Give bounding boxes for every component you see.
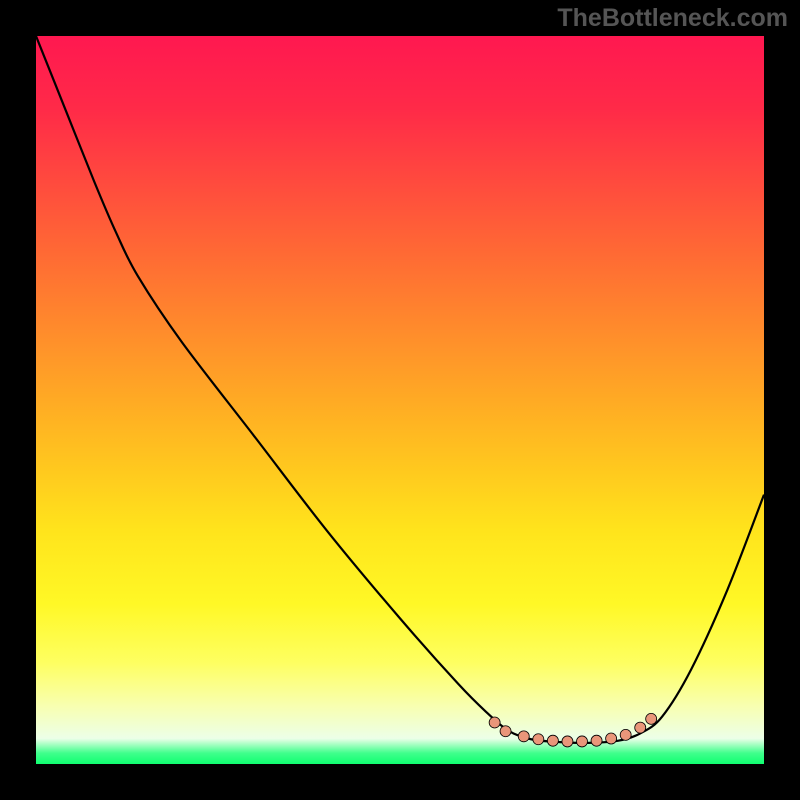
highlight-marker: [518, 731, 529, 742]
highlight-marker: [591, 735, 602, 746]
watermark-text: TheBottleneck.com: [557, 4, 788, 33]
highlight-marker: [620, 729, 631, 740]
highlight-marker: [562, 736, 573, 747]
highlight-marker: [635, 722, 646, 733]
highlight-marker: [547, 735, 558, 746]
highlight-marker: [533, 734, 544, 745]
bottleneck-curve: [36, 36, 764, 743]
chart-container: [36, 36, 764, 764]
chart-curve-layer: [36, 36, 764, 764]
highlight-marker-group: [489, 713, 657, 747]
highlight-marker: [577, 736, 588, 747]
highlight-marker: [606, 733, 617, 744]
highlight-marker: [489, 717, 500, 728]
highlight-marker: [646, 713, 657, 724]
highlight-marker: [500, 726, 511, 737]
